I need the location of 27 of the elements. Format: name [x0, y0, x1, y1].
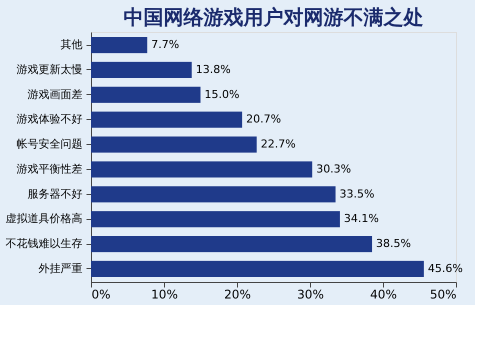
data-label: 30.3% — [316, 162, 352, 176]
data-label: 13.8% — [196, 62, 231, 76]
y-tick-label: 外挂严重 — [38, 262, 82, 275]
x-tick-label: 50% — [430, 288, 456, 302]
y-tick-label: 帐号安全问题 — [16, 138, 82, 151]
data-label: 15.0% — [204, 88, 240, 101]
data-label: 22.7% — [260, 138, 296, 151]
data-label: 20.7% — [246, 112, 282, 126]
data-label: 45.6% — [428, 262, 463, 275]
x-tick-label: 20% — [224, 288, 251, 302]
data-label: 34.1% — [344, 212, 379, 226]
y-tick-label: 游戏体验不好 — [16, 112, 82, 126]
y-tick-label: 服务器不好 — [28, 187, 82, 200]
x-tick-label: 40% — [370, 288, 397, 302]
chart-title: 中国网络游戏用户对网游不满之处 — [124, 5, 424, 29]
data-label: 7.7% — [151, 38, 180, 52]
data-label: 38.5% — [376, 237, 412, 250]
y-tick-label: 游戏画面差 — [28, 88, 82, 101]
y-tick-label: 游戏平衡性差 — [16, 162, 82, 176]
x-tick-label: 10% — [151, 288, 178, 302]
y-tick-label: 其他 — [60, 38, 82, 52]
y-tick-label: 游戏更新太慢 — [16, 62, 82, 76]
y-tick-label: 不花钱难以生存 — [6, 237, 82, 250]
data-label: 33.5% — [340, 187, 375, 200]
y-tick-label: 虚拟道具价格高 — [6, 212, 82, 226]
x-tick-label: 30% — [297, 288, 324, 302]
x-tick-label: 0% — [92, 288, 111, 302]
